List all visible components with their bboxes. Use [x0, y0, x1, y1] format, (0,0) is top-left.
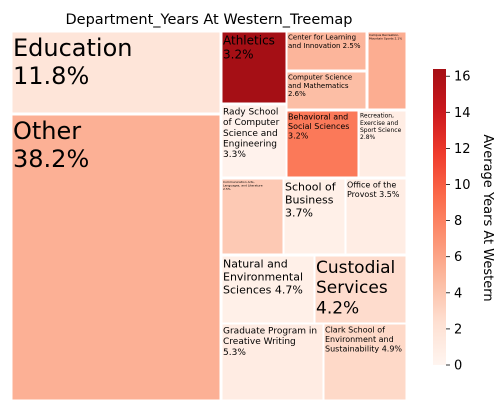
colorbar-gradient [433, 69, 446, 365]
cell-label-behavioral-and-social-sciences: Behavioral and Social Sciences 3.2% [288, 113, 349, 141]
cell-clark-school-of-environment-and-sustainability [323, 323, 407, 401]
cell-athletics [221, 31, 287, 104]
cell-label-natural-and-environmental-sciences: Natural and Environmental Sciences 4.7% [223, 257, 303, 296]
cell-label-other: Other 38.2% [13, 117, 89, 173]
cell-label-education: Education 11.8% [13, 34, 132, 90]
cell-rady-school-of-computer-science-and-engineering [221, 104, 287, 178]
cell-label-school-of-business: School of Business 3.7% [285, 180, 337, 219]
colorbar-tick-label: 16 [454, 70, 471, 85]
colorbar-tick-label: 8 [454, 214, 462, 229]
cell-other [11, 114, 221, 401]
cell-label-center-for-learning-and-innovation: Center for Learning and Innovation 2.5% [288, 34, 361, 50]
cell-label-recreation-exercise-and-sport-science: Recreation, Exercise and Sport Science 2.8% [360, 113, 402, 141]
cell-label-custodial-services: Custodial Services 4.2% [316, 258, 395, 318]
treemap-cells: Other 38.2% Education 11.8% Athletics 3.2% Cen… [11, 31, 407, 401]
cell-education [11, 31, 221, 114]
colorbar-tick-label: 6 [454, 250, 462, 265]
colorbar-tick-label: 10 [454, 178, 471, 193]
cell-custodial-services [314, 255, 407, 324]
cell-computer-science-and-mathematics [286, 71, 367, 110]
cell-label-clark-school-of-environment-and-sustainability: Clark School of Environment and Sustainabi… [325, 326, 402, 354]
cell-label-graduate-program-in-creative-writing: Graduate Program in Creative Writing 5.3% [223, 327, 317, 358]
cell-communication-arts-languages-and-literature [221, 178, 284, 255]
chart-title: Department_Years At Western_Treemap [66, 12, 353, 28]
cell-label-rady-school-of-computer-science-and-engineering: Rady School of Computer Science and Enginee… [223, 108, 280, 160]
cell-natural-and-environmental-sciences [221, 255, 315, 324]
cell-center-for-learning-and-innovation [286, 31, 367, 71]
cell-recreation-exercise-and-sport-science [358, 110, 407, 178]
cell-office-of-the-provost [345, 178, 407, 255]
colorbar-tick-label: 0 [454, 359, 462, 374]
cell-graduate-program-in-creative-writing [221, 323, 324, 401]
cell-label-athletics: Athletics 3.2% [223, 33, 275, 61]
colorbar: 0 2 4 6 8 10 12 14 16 [433, 69, 471, 374]
cell-label-campus-recreation-mountain-sports: Campus Recreation, Mountain Sports 2.1% [369, 33, 402, 41]
colorbar-label: Average Years At Western [480, 134, 495, 301]
colorbar-tick-label: 14 [454, 106, 471, 121]
cell-label-office-of-the-provost: Office of the Provost 3.5% [347, 181, 400, 199]
colorbar-tick-label: 2 [454, 322, 462, 337]
cell-label-communication-arts-languages-and-literature: Communication Arts, Languages, and Litera… [223, 180, 263, 191]
cell-campus-recreation-mountain-sports [367, 31, 407, 110]
colorbar-tick-label: 12 [454, 142, 471, 157]
cell-label-computer-science-and-mathematics: Computer Science and Mathematics 2.6% [288, 74, 352, 99]
cell-school-of-business [283, 178, 346, 255]
cell-behavioral-and-social-sciences [286, 110, 359, 178]
colorbar-tick-label: 4 [454, 286, 462, 301]
